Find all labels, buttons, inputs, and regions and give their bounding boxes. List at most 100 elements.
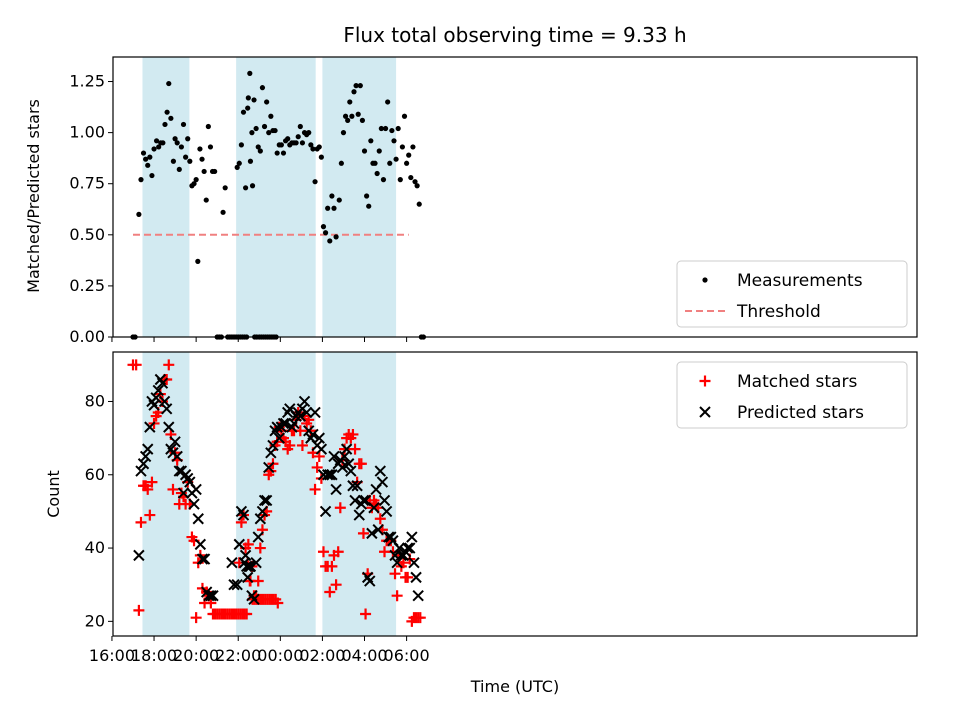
data-point [263, 461, 275, 474]
data-point [311, 461, 323, 473]
data-point [196, 553, 209, 565]
data-point [412, 179, 418, 185]
data-point [378, 494, 391, 507]
data-point [372, 524, 384, 536]
data-point [347, 99, 353, 105]
x-tick-label: 06:00 [384, 646, 430, 665]
data-point [397, 557, 409, 569]
data-point [185, 136, 191, 142]
data-point [391, 138, 397, 144]
data-point [320, 224, 327, 230]
data-point [340, 130, 347, 136]
y-tick-label: 20 [85, 611, 105, 630]
data-point [414, 612, 426, 624]
data-point [190, 612, 202, 624]
data-point [389, 127, 395, 134]
data-point [393, 542, 405, 554]
legend-marker [699, 406, 711, 418]
data-point [241, 571, 254, 584]
data-point [387, 160, 393, 166]
data-point [342, 113, 349, 119]
top-panel: 0.00 0.25 0.50 0.75 1.00 1.25 Measurements Thre… [69, 56, 918, 346]
data-point [307, 428, 319, 441]
data-point [256, 505, 269, 518]
data-point [152, 384, 164, 397]
data-point [247, 158, 254, 164]
data-point [338, 160, 344, 166]
data-point [385, 99, 391, 105]
data-point [408, 174, 414, 181]
data-point [178, 144, 185, 150]
data-point [187, 158, 193, 164]
legend: Matched stars Predicted stars [676, 361, 908, 429]
data-point [183, 154, 189, 160]
data-point [401, 113, 408, 119]
data-point [142, 443, 154, 455]
data-point [328, 450, 340, 463]
data-point [162, 121, 168, 128]
observing-window-0 [142, 57, 190, 337]
x-tick-label: 22:00 [215, 646, 261, 665]
data-point [382, 125, 389, 132]
data-point [285, 136, 291, 142]
data-point [171, 450, 183, 463]
data-point [259, 85, 266, 91]
data-point [144, 421, 156, 433]
data-point [153, 138, 160, 144]
data-point [135, 516, 147, 528]
data-point [272, 127, 278, 134]
data-point [376, 476, 389, 488]
data-point [368, 502, 380, 514]
data-point [137, 458, 150, 470]
data-point [192, 513, 204, 525]
data-point [233, 538, 245, 551]
data-point [319, 505, 332, 518]
data-point [322, 230, 329, 236]
data-point [380, 177, 387, 183]
data-point [191, 181, 197, 187]
data-point [239, 549, 252, 562]
data-point [166, 80, 172, 87]
data-point [195, 258, 201, 264]
y-tick-label: 0.50 [69, 225, 105, 244]
data-point [149, 172, 155, 179]
data-point [408, 557, 420, 569]
data-point [147, 154, 153, 160]
bottom-panel: 20 40 60 80 16:0018:0020:0022:0000:0002:0004… [85, 351, 918, 665]
data-point [174, 140, 180, 146]
data-point [353, 83, 359, 89]
data-point [389, 568, 401, 580]
data-point [188, 498, 200, 510]
data-point [296, 439, 308, 451]
data-point [177, 487, 190, 499]
data-point [140, 150, 147, 156]
legend-label: Predicted stars [737, 403, 864, 423]
data-point [374, 465, 387, 477]
data-point [397, 177, 403, 183]
data-point [353, 509, 365, 521]
data-point [240, 109, 247, 115]
data-point [372, 160, 378, 166]
data-point [345, 465, 357, 477]
data-point [241, 608, 253, 620]
x-tick-label: 00:00 [257, 646, 303, 665]
data-point [351, 480, 363, 492]
data-point [274, 150, 280, 156]
data-point [163, 359, 175, 371]
data-point [231, 578, 243, 591]
y-tick-label: 1.00 [69, 123, 105, 142]
data-point [357, 527, 369, 539]
data-point [169, 436, 181, 448]
data-point [146, 476, 158, 488]
data-point [197, 146, 203, 152]
data-point [203, 589, 215, 602]
data-point [326, 469, 338, 481]
data-point [205, 589, 217, 602]
data-point [150, 392, 162, 404]
data-point [410, 144, 416, 150]
data-point [318, 154, 324, 160]
data-point [332, 546, 344, 558]
data-point [317, 546, 329, 558]
data-point [234, 164, 240, 170]
data-point [324, 586, 336, 598]
